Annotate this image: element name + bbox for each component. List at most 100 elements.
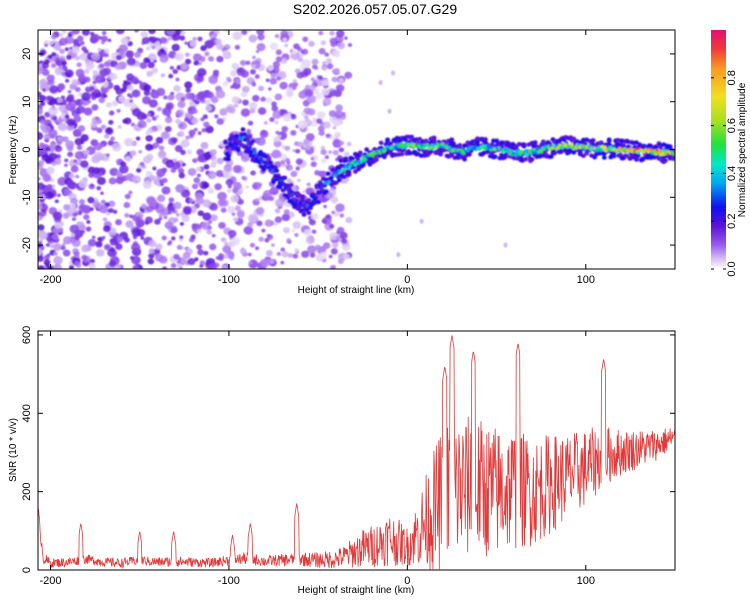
heatmap-cell xyxy=(175,77,180,82)
heatmap-cell xyxy=(46,166,55,175)
heatmap-cell xyxy=(275,56,283,63)
heatmap-cell xyxy=(325,57,332,64)
heatmap-cell xyxy=(67,181,77,190)
heatmap-cell xyxy=(193,109,198,114)
heatmap-cell xyxy=(249,108,256,114)
heatmap-cell xyxy=(279,81,288,90)
heatmap-cell xyxy=(331,76,338,83)
heatmap-cell xyxy=(221,265,228,269)
heatmap-cell xyxy=(289,166,294,171)
heatmap-cell xyxy=(145,46,151,51)
heatmap-cell xyxy=(70,232,75,237)
heatmap-cell xyxy=(193,127,198,132)
heatmap-cell xyxy=(74,55,81,61)
heatmap-cell xyxy=(241,175,246,180)
heatmap-cell xyxy=(285,195,291,200)
heatmap-cell xyxy=(233,144,237,148)
heatmap-cell xyxy=(38,182,45,191)
heatmap-cell xyxy=(232,164,242,174)
heatmap-cell xyxy=(226,153,231,159)
heatmap-cell xyxy=(292,253,299,259)
heatmap-cell xyxy=(308,218,316,226)
heatmap-cell xyxy=(67,151,74,158)
heatmap-cell xyxy=(134,211,141,217)
heatmap-cell xyxy=(76,145,83,150)
heatmap-cell xyxy=(202,114,208,120)
heatmap-cell xyxy=(167,35,173,41)
heatmap-cell xyxy=(330,264,337,269)
heatmap-cell xyxy=(112,209,118,214)
heatmap-cell xyxy=(81,30,90,36)
heatmap-cell xyxy=(197,36,203,42)
heatmap-cell xyxy=(345,216,353,224)
heatmap-cell xyxy=(108,200,116,208)
heatmap-cell xyxy=(66,118,76,127)
heatmap-cell xyxy=(321,64,328,71)
heatmap-cell xyxy=(310,119,318,127)
heatmap-cell xyxy=(227,205,236,214)
heatmap-cell xyxy=(333,67,340,74)
heatmap-cell xyxy=(74,151,84,160)
heatmap-cell xyxy=(110,73,118,80)
heatmap-cell xyxy=(140,30,149,38)
heatmap-cell xyxy=(303,229,312,237)
heatmap-cell xyxy=(297,120,307,129)
heatmap-cell xyxy=(321,88,330,96)
heatmap-cell xyxy=(97,47,102,52)
heatmap-cell xyxy=(234,44,241,50)
heatmap-cell xyxy=(304,89,314,97)
heatmap-cell xyxy=(268,259,275,265)
heatmap-cell xyxy=(336,226,345,234)
heatmap-cell xyxy=(317,170,325,177)
heatmap-cell xyxy=(234,141,239,146)
heatmap-cell xyxy=(325,171,331,176)
heatmap-cell xyxy=(85,150,90,154)
heatmap-cell xyxy=(67,33,72,38)
heatmap-cell xyxy=(241,85,250,93)
heatmap-cell xyxy=(240,108,251,117)
heatmap-cell xyxy=(331,241,339,248)
snr-xlabel: Height of straight line (km) xyxy=(298,585,415,596)
heatmap-cell xyxy=(152,166,157,171)
heatmap-cell xyxy=(235,147,241,153)
heatmap-cell xyxy=(279,178,284,183)
heatmap-cell xyxy=(245,185,250,189)
heatmap-cell xyxy=(310,213,319,221)
snr-xtick-label: -200 xyxy=(39,575,61,587)
heatmap-cell xyxy=(222,245,232,254)
snr-frame xyxy=(37,330,676,571)
heatmap-cell xyxy=(332,119,341,127)
heatmap-cell xyxy=(449,137,455,142)
heatmap-cell xyxy=(320,40,327,46)
heatmap-cell xyxy=(203,250,209,256)
heatmap-cell xyxy=(396,252,401,258)
heatmap-cell xyxy=(196,91,207,101)
heatmap-cell xyxy=(54,66,64,76)
heatmap-cell xyxy=(312,79,317,84)
heatmap-cell xyxy=(52,227,60,234)
heatmap-cell xyxy=(255,49,260,54)
heatmap-cell xyxy=(282,113,292,122)
heatmap-cell xyxy=(318,130,325,136)
colorbar-gradient xyxy=(711,30,726,269)
heatmap-cell xyxy=(104,244,110,250)
heatmap-cell xyxy=(309,252,316,258)
heatmap-cell xyxy=(330,41,337,48)
heatmap-cell xyxy=(146,153,154,161)
heatmap-cell xyxy=(231,96,240,104)
heatmap-cell xyxy=(302,67,312,76)
heatmap-cell xyxy=(105,211,111,217)
heatmap-cell xyxy=(509,149,513,154)
heatmap-cell xyxy=(89,258,95,264)
heatmap-cell xyxy=(280,159,286,165)
heatmap-cell xyxy=(54,44,62,51)
heatmap-cell xyxy=(217,198,226,207)
heatmap-cell xyxy=(552,151,557,156)
heatmap-cell xyxy=(300,111,306,117)
heatmap-cell xyxy=(269,77,278,85)
heatmap-cell xyxy=(71,238,81,248)
heatmap-cell xyxy=(187,258,196,266)
heatmap-cell xyxy=(310,157,315,161)
heatmap-cell xyxy=(242,99,249,106)
heatmap-cell xyxy=(147,197,157,207)
